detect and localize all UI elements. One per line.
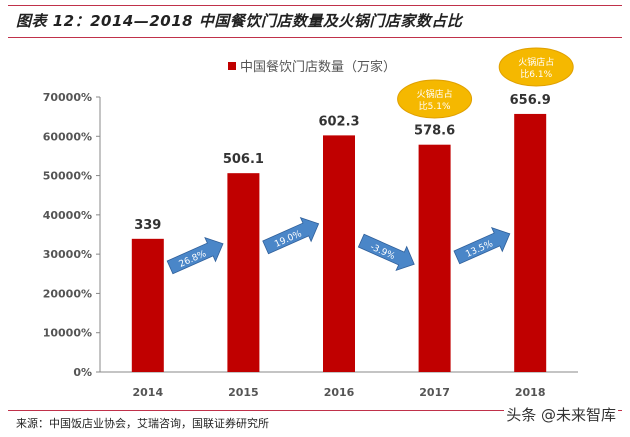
bar-2014 [131, 238, 164, 372]
annotation-bubble [498, 47, 574, 87]
y-tick-label: 30000% [43, 248, 92, 261]
watermark: 头条 @未来智库 [504, 404, 618, 425]
growth-arrow: -3.9% [357, 233, 415, 272]
annotation-line2: 比5.1% [419, 100, 451, 112]
annotation-bubble [397, 79, 473, 119]
growth-arrow: 26.8% [166, 236, 224, 275]
bottom-rule [8, 410, 622, 411]
annotation-line1: 火锅店占 [417, 88, 453, 100]
y-tick-label: 10000% [43, 327, 92, 340]
arrow-icon [453, 226, 511, 265]
y-tick-label: 60000% [43, 130, 92, 143]
arrow-icon [262, 216, 320, 255]
top-rule [8, 5, 622, 6]
y-tick-label: 20000% [43, 287, 92, 300]
legend-swatch [228, 62, 236, 70]
bar-2016 [323, 135, 355, 372]
title-rule [8, 37, 622, 38]
data-label: 506.1 [223, 152, 264, 167]
x-tick-label: 2015 [228, 386, 259, 399]
source-note: 来源：中国饭店业协会，艾瑞咨询，国联证券研究所 [16, 417, 269, 430]
x-tick-label: 2014 [132, 386, 163, 399]
bar-2017 [418, 144, 451, 372]
growth-arrow: 13.5% [453, 226, 511, 265]
y-tick-label: 0% [73, 366, 92, 379]
x-tick-label: 2016 [324, 386, 355, 399]
x-tick-label: 2017 [419, 386, 450, 399]
y-tick-label: 40000% [43, 209, 92, 222]
annotation-line2: 比6.1% [520, 68, 552, 80]
arrow-icon [166, 236, 224, 275]
data-label: 578.6 [414, 124, 455, 139]
legend-label: 中国餐饮门店数量（万家） [240, 59, 396, 75]
data-label: 602.3 [318, 114, 359, 129]
annotation-line1: 火锅店占 [518, 56, 554, 68]
x-tick-label: 2018 [515, 386, 546, 399]
data-label: 656.9 [510, 93, 551, 108]
growth-arrow: 19.0% [262, 216, 320, 255]
bar-2018 [514, 113, 547, 373]
arrow-icon [357, 233, 415, 272]
bar-2015 [227, 173, 260, 372]
data-label: 339 [134, 218, 161, 233]
chart-title: 图表 12：2014—2018 中国餐饮门店数量及火锅门店家数占比 [16, 12, 463, 30]
y-tick-label: 70000% [43, 91, 92, 104]
y-tick-label: 50000% [43, 170, 92, 183]
